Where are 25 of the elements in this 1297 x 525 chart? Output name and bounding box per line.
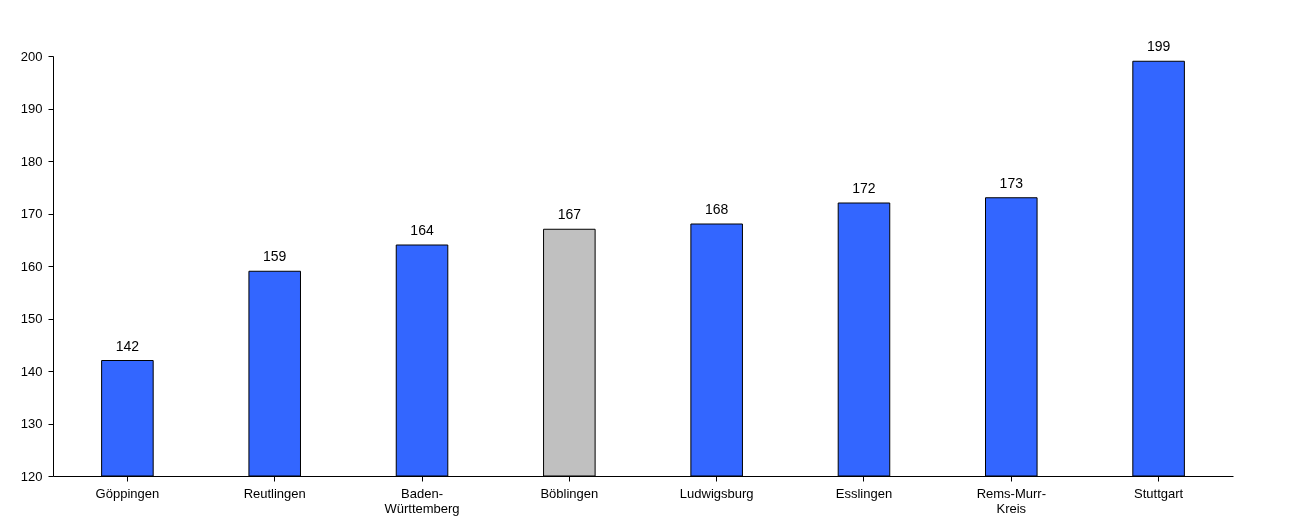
x-tick-label: Böblingen (540, 485, 599, 501)
data-label: 172 (852, 180, 876, 196)
y-tick-label: 180 (20, 153, 43, 169)
x-tick-label: Baden-Württemberg (384, 485, 460, 516)
y-tick-label: 150 (20, 311, 43, 326)
data-label: 168 (704, 201, 729, 217)
x-tick-label: Esslingen (835, 485, 893, 501)
x-tick-label: Reutlingen (243, 485, 306, 501)
y-tick-label: 130 (20, 416, 43, 431)
y-tick-label: 140 (20, 363, 43, 379)
y-tick-label: 160 (20, 258, 43, 274)
y-tick-label: 120 (20, 468, 43, 484)
data-label: 164 (410, 222, 434, 238)
y-tick-label: 200 (20, 48, 43, 64)
x-tick-label: Stuttgart (1134, 485, 1184, 501)
x-tick-label: Rems-Murr-Kreis (976, 485, 1046, 516)
data-label: 199 (1146, 38, 1171, 55)
x-tick-label: Ludwigsburg (679, 485, 754, 501)
x-tick-label: Göppingen (95, 485, 160, 501)
data-label: 167 (557, 206, 582, 223)
data-label: 173 (999, 174, 1024, 191)
y-tick-label: 190 (20, 101, 43, 116)
y-tick-label: 170 (20, 206, 43, 221)
data-label: 142 (115, 337, 140, 354)
data-label: 159 (263, 248, 287, 265)
